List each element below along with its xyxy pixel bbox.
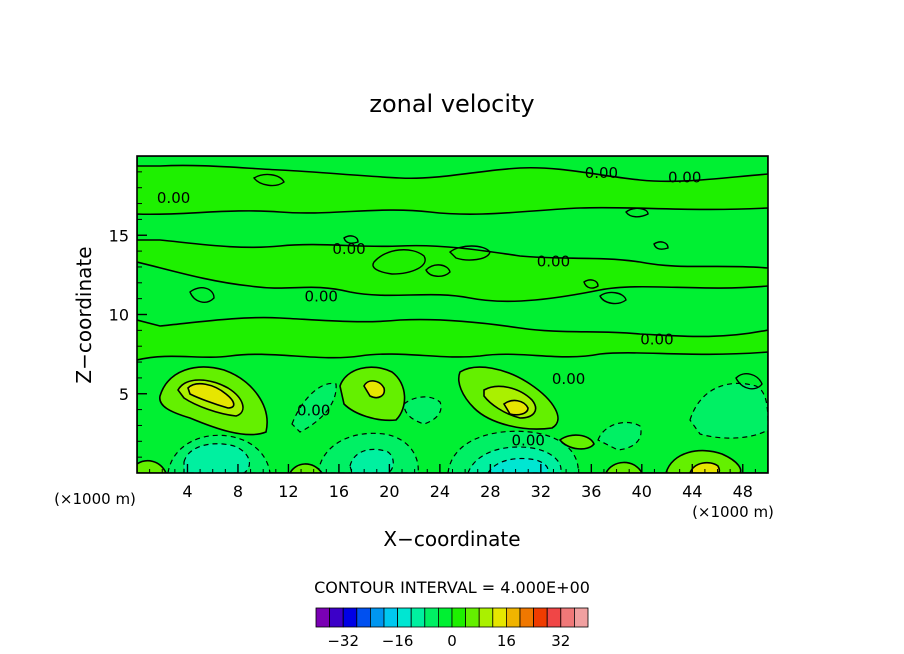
x-axis-label: X−coordinate	[383, 527, 520, 551]
y-tick-label: 15	[109, 226, 129, 245]
contour-island-4	[189, 287, 215, 303]
colorbar-swatch	[451, 607, 467, 628]
colorbar-tick-label: −32	[327, 632, 359, 650]
colorbar-swatch	[356, 607, 371, 628]
y-axis-label: Z−coordinate	[72, 246, 96, 383]
colorbar-swatch	[424, 607, 439, 628]
contour-fill-upper	[137, 206, 768, 269]
colorbar-swatch	[478, 607, 494, 628]
contour-negative-1-inner	[183, 443, 251, 473]
contour-labels: 0.00 0.00 0.00 0.00 0.00 0.00 0.00 0.00 0.00 0.00	[157, 164, 702, 450]
colorbar-swatch	[437, 607, 453, 628]
contour-island-8	[343, 235, 359, 244]
colorbar-swatch	[315, 607, 331, 628]
chart-title: zonal velocity	[369, 90, 534, 118]
colorbar-swatch	[519, 607, 535, 628]
x-axis: 4 8 12 16 20 24 28 32 36 40 44 48	[149, 464, 756, 501]
contour-label: 0.00	[537, 253, 570, 271]
x-tick-label: 16	[329, 482, 349, 501]
colorbar-swatch	[329, 607, 344, 628]
colorbar-swatch	[505, 607, 521, 628]
contour-label: 0.00	[668, 169, 701, 187]
x-tick-label: 20	[379, 482, 399, 501]
y-tick-label: 10	[109, 306, 129, 325]
colorbar-swatch	[465, 607, 480, 628]
contour-positive-1-core	[187, 382, 235, 409]
x-unit-left: (×1000 m)	[54, 490, 136, 508]
x-tick-label: 48	[733, 482, 753, 501]
colorbar-swatch	[383, 607, 399, 628]
contour-interval-text: CONTOUR INTERVAL = 4.000E+00	[314, 578, 590, 597]
colorbar-tick-label: −16	[382, 632, 414, 650]
contour-label: 0.00	[305, 287, 338, 305]
colorbar-tick-label: 32	[551, 632, 570, 650]
colorbar-ticks: −32 −16 0 16 32	[327, 632, 570, 650]
contour-positive-5	[137, 459, 167, 473]
colorbar-swatch	[397, 607, 412, 628]
contour-label: 0.00	[297, 402, 330, 420]
colorbar-swatch	[560, 607, 575, 628]
contour-island-10	[583, 279, 599, 289]
contour-label: 0.00	[585, 164, 618, 182]
contour-positive-8	[558, 434, 595, 450]
contour-positive-3-core	[502, 399, 529, 416]
contour-island-3	[425, 264, 451, 277]
contour-island-1	[372, 249, 426, 275]
x-tick-label: 8	[233, 482, 243, 501]
colorbar-swatch	[369, 607, 385, 628]
contour-label: 0.00	[512, 432, 545, 450]
contour-positive-2-core	[363, 380, 386, 399]
colorbar-swatch	[342, 607, 358, 628]
x-tick-label: 4	[182, 482, 192, 501]
x-tick-label: 12	[278, 482, 298, 501]
contour-island-2	[448, 245, 491, 261]
colorbar-swatch	[492, 607, 507, 628]
x-tick-label: 40	[632, 482, 652, 501]
contour-label: 0.00	[552, 370, 585, 388]
x-tick-label: 32	[531, 482, 551, 501]
x-tick-label: 36	[581, 482, 601, 501]
contour-label: 0.00	[640, 330, 673, 348]
contour-island-5	[252, 173, 285, 187]
colorbar-tick-label: 16	[497, 632, 516, 650]
plot-field	[137, 156, 768, 473]
colorbar	[315, 607, 589, 628]
contour-negative-5	[291, 382, 337, 433]
contour-label: 0.00	[157, 189, 190, 207]
y-tick-label: 5	[119, 385, 129, 404]
colorbar-swatch	[574, 607, 589, 628]
contour-positive-4	[665, 449, 742, 473]
contour-negative-6	[403, 396, 442, 425]
colorbar-tick-label: 0	[447, 632, 457, 650]
x-unit-right: (×1000 m)	[692, 503, 774, 521]
colorbar-swatch	[546, 607, 562, 628]
colorbar-swatch	[410, 607, 426, 628]
contour-negative-2-inner	[349, 448, 394, 473]
contour-fill-top	[137, 156, 768, 183]
contour-island-7	[599, 291, 627, 305]
x-tick-label: 28	[480, 482, 500, 501]
x-tick-label: 24	[430, 482, 450, 501]
colorbar-swatch	[533, 607, 548, 628]
contour-label: 0.00	[332, 240, 365, 258]
contour-island-11	[735, 373, 763, 390]
contour-island-9	[653, 241, 669, 250]
x-tick-label: 44	[682, 482, 702, 501]
contour-negative-4	[689, 382, 768, 439]
contour-island-6	[625, 207, 649, 218]
contour-negative-7	[597, 421, 642, 451]
y-axis: 5 10 15	[109, 171, 147, 458]
